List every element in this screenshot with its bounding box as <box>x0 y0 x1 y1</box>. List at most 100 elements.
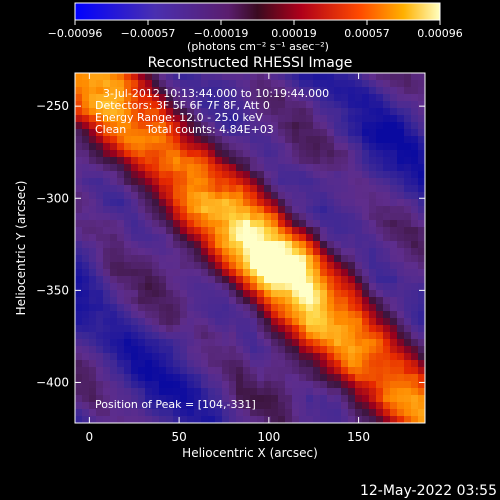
image-pixel <box>222 248 230 256</box>
image-pixel <box>180 388 188 396</box>
image-pixel <box>173 87 181 95</box>
image-pixel <box>89 157 97 165</box>
image-pixel <box>152 150 160 158</box>
image-pixel <box>131 157 139 165</box>
image-pixel <box>159 283 167 291</box>
image-pixel <box>404 304 412 312</box>
image-pixel <box>138 234 146 242</box>
image-pixel <box>341 108 349 116</box>
image-pixel <box>320 206 328 214</box>
image-pixel <box>131 171 139 179</box>
image-pixel <box>341 353 349 361</box>
image-pixel <box>348 325 356 333</box>
image-pixel <box>236 332 244 340</box>
image-pixel <box>257 164 265 172</box>
image-pixel <box>82 213 90 221</box>
image-pixel <box>180 269 188 277</box>
image-pixel <box>152 416 160 423</box>
image-pixel <box>383 283 391 291</box>
image-pixel <box>208 395 216 403</box>
image-pixel <box>208 276 216 284</box>
image-pixel <box>369 409 377 417</box>
image-pixel <box>320 157 328 165</box>
image-pixel <box>306 346 314 354</box>
image-pixel <box>180 395 188 403</box>
image-pixel <box>250 143 258 151</box>
image-pixel <box>194 101 202 109</box>
image-pixel <box>383 171 391 179</box>
colorbar <box>74 2 441 21</box>
image-pixel <box>411 304 419 312</box>
image-pixel <box>180 262 188 270</box>
image-pixel <box>243 339 251 347</box>
image-pixel <box>425 276 433 284</box>
image-pixel <box>236 409 244 417</box>
image-pixel <box>194 395 202 403</box>
image-pixel <box>397 388 405 396</box>
image-pixel <box>397 395 405 403</box>
image-pixel <box>320 297 328 305</box>
image-pixel <box>138 164 146 172</box>
image-pixel <box>341 129 349 137</box>
image-pixel <box>166 157 174 165</box>
image-pixel <box>327 255 335 263</box>
image-pixel <box>362 374 370 382</box>
image-pixel <box>75 157 83 165</box>
image-pixel <box>82 185 90 193</box>
image-pixel <box>285 290 293 298</box>
image-pixel <box>271 318 279 326</box>
image-pixel <box>82 101 90 109</box>
image-pixel <box>82 206 90 214</box>
image-pixel <box>376 283 384 291</box>
image-pixel <box>124 276 132 284</box>
image-pixel <box>194 262 202 270</box>
image-pixel <box>222 199 230 207</box>
y-axis-ticks: −250−300−350−400 <box>36 99 425 389</box>
image-pixel <box>257 234 265 242</box>
image-pixel <box>411 402 419 410</box>
image-pixel <box>215 262 223 270</box>
image-pixel <box>138 339 146 347</box>
image-pixel <box>110 416 118 423</box>
image-pixel <box>285 416 293 423</box>
image-pixel <box>355 381 363 389</box>
image-pixel <box>376 304 384 312</box>
image-pixel <box>138 80 146 88</box>
image-pixel <box>418 234 425 242</box>
image-pixel <box>334 234 342 242</box>
image-pixel <box>236 101 244 109</box>
image-pixel <box>187 283 195 291</box>
image-pixel <box>159 353 167 361</box>
image-pixel <box>96 248 104 256</box>
image-pixel <box>194 276 202 284</box>
image-pixel <box>404 388 412 396</box>
y-tick-label: −400 <box>36 375 69 389</box>
image-pixel <box>334 129 342 137</box>
image-pixel <box>418 157 425 165</box>
image-pixel <box>306 143 314 151</box>
image-pixel <box>264 283 272 291</box>
image-pixel <box>201 423 209 431</box>
image-pixel <box>222 129 230 137</box>
image-pixel <box>250 346 258 354</box>
image-pixel <box>82 122 90 130</box>
image-pixel <box>250 283 258 291</box>
image-pixel <box>145 143 153 151</box>
image-pixel <box>229 94 237 102</box>
image-pixel <box>264 416 272 423</box>
image-pixel <box>215 241 223 249</box>
image-pixel <box>75 220 83 228</box>
image-pixel <box>327 346 335 354</box>
clean-label: Clean <box>95 123 126 136</box>
image-pixel <box>75 276 83 284</box>
image-pixel <box>348 150 356 158</box>
image-pixel <box>271 115 279 123</box>
image-pixel <box>397 255 405 263</box>
image-pixel <box>376 115 384 123</box>
image-pixel <box>173 150 181 158</box>
image-pixel <box>299 234 307 242</box>
image-pixel <box>411 129 419 137</box>
image-pixel <box>201 94 209 102</box>
image-pixel <box>82 248 90 256</box>
image-pixel <box>208 108 216 116</box>
